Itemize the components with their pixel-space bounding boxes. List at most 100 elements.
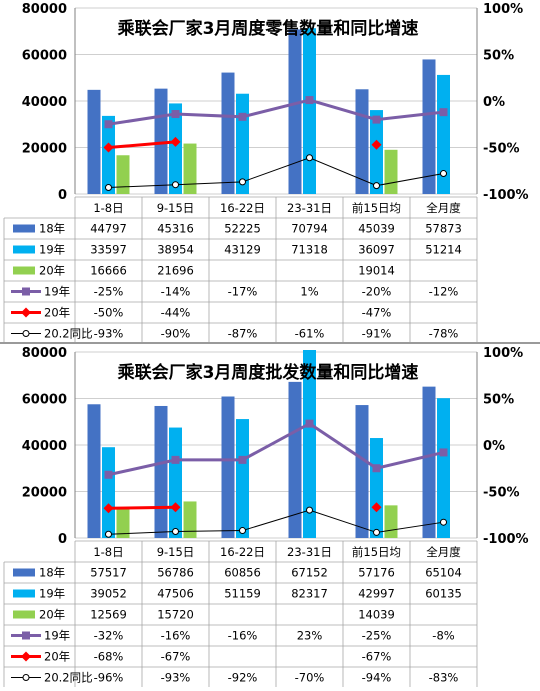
bar [102, 447, 115, 538]
data-label: 56786 [157, 566, 194, 580]
data-label: 45039 [358, 222, 395, 236]
legend-label: 19年 [44, 629, 70, 643]
data-label: 51159 [224, 587, 261, 601]
data-label: 33597 [90, 243, 127, 257]
y2-tick-label: 50% [483, 393, 514, 408]
chart-title: 乘联会厂家3月周度批发数量和同比增速 [117, 362, 419, 383]
line-point [103, 142, 114, 153]
data-label: -16% [228, 629, 258, 643]
data-label: 70794 [291, 222, 328, 236]
data-label: 44797 [90, 222, 127, 236]
bar [355, 405, 369, 538]
y-tick-label: 60000 [22, 393, 67, 408]
legend-label: 18年 [39, 222, 65, 236]
legend-label: 18年 [39, 566, 65, 580]
data-label: -67% [161, 650, 191, 664]
data-label: -25% [362, 629, 392, 643]
data-label: -83% [429, 671, 459, 685]
bar [288, 381, 302, 538]
line-point [440, 170, 447, 178]
legend-label: 20年 [44, 306, 70, 320]
line-point [172, 527, 179, 535]
line-point [171, 110, 180, 119]
bar [236, 419, 249, 538]
wholesale-chart-panel: 0 20000 40000 60000 80000 -100% -50% 0% 50% 100% 乘… [0, 344, 540, 689]
panel-divider [0, 342, 540, 344]
data-label: 57873 [425, 222, 462, 236]
bar [370, 110, 383, 194]
line-point [238, 112, 247, 121]
bar [116, 508, 130, 538]
bar [422, 386, 436, 538]
y2-tick-label: -100% [483, 188, 529, 203]
data-label: -17% [228, 285, 258, 299]
category-label: 全月度 [426, 545, 461, 559]
category-label: 9-15日 [157, 201, 195, 215]
chart-title: 乘联会厂家3月周度零售数量和同比增速 [117, 18, 419, 39]
series-line [108, 505, 176, 510]
data-label: 23% [297, 629, 323, 643]
category-label: 23-31日 [287, 545, 332, 559]
y2-tick-label: 100% [483, 2, 523, 17]
data-label: -70% [295, 671, 325, 685]
bar [116, 155, 130, 194]
data-label: 52225 [224, 222, 261, 236]
y-tick-label: 80000 [22, 2, 67, 17]
line-point [306, 506, 313, 514]
bar [183, 143, 197, 194]
legend-swatch [13, 610, 35, 619]
y-tick-label: 40000 [22, 439, 67, 454]
data-label: 21696 [157, 264, 194, 278]
data-label: -94% [362, 671, 392, 685]
data-label: -61% [295, 327, 325, 341]
data-label: 47506 [157, 587, 194, 601]
legend-marker [21, 651, 31, 662]
data-label: -50% [94, 306, 124, 320]
data-label: -25% [94, 285, 124, 299]
data-label: 67152 [291, 566, 328, 580]
bar [87, 404, 101, 538]
data-label: -16% [161, 629, 191, 643]
legend-marker [22, 287, 30, 296]
bar [87, 89, 101, 194]
legend-swatch [13, 568, 35, 577]
line-point [239, 527, 246, 535]
legend-label: 19年 [39, 243, 65, 257]
y-tick-label: 60000 [22, 49, 67, 64]
category-label: 9-15日 [157, 545, 195, 559]
line-point [239, 178, 246, 186]
data-label: 65104 [425, 566, 462, 580]
data-label: 45316 [157, 222, 194, 236]
bar [437, 398, 450, 538]
data-label: -96% [94, 671, 124, 685]
line-series [105, 154, 447, 191]
y2-tick-label: 50% [483, 49, 514, 64]
legend-label: 20年 [44, 650, 70, 664]
data-label: -90% [161, 327, 191, 341]
bar [422, 59, 436, 194]
line-point [372, 115, 381, 124]
line-point [371, 139, 382, 150]
data-label: 39052 [90, 587, 127, 601]
line-point [105, 183, 112, 191]
bar [303, 28, 316, 194]
data-label: 60135 [425, 587, 462, 601]
y-tick-label: 80000 [22, 346, 67, 361]
y2-tick-label: -50% [483, 486, 520, 501]
data-label: 71318 [291, 243, 328, 257]
bar [370, 438, 383, 538]
data-label: -68% [94, 650, 124, 664]
category-label: 1-8日 [93, 201, 123, 215]
line-point [439, 448, 448, 457]
legend-swatch [13, 266, 35, 275]
line-point [170, 136, 181, 147]
line-point [373, 528, 380, 536]
line-point [439, 108, 448, 117]
data-label: -87% [228, 327, 258, 341]
data-label: 43129 [224, 243, 261, 257]
line-series [103, 136, 382, 153]
data-label: -47% [362, 306, 392, 320]
y-tick-label: 40000 [22, 95, 67, 110]
data-label: -93% [161, 671, 191, 685]
category-label: 16-22日 [220, 545, 265, 559]
